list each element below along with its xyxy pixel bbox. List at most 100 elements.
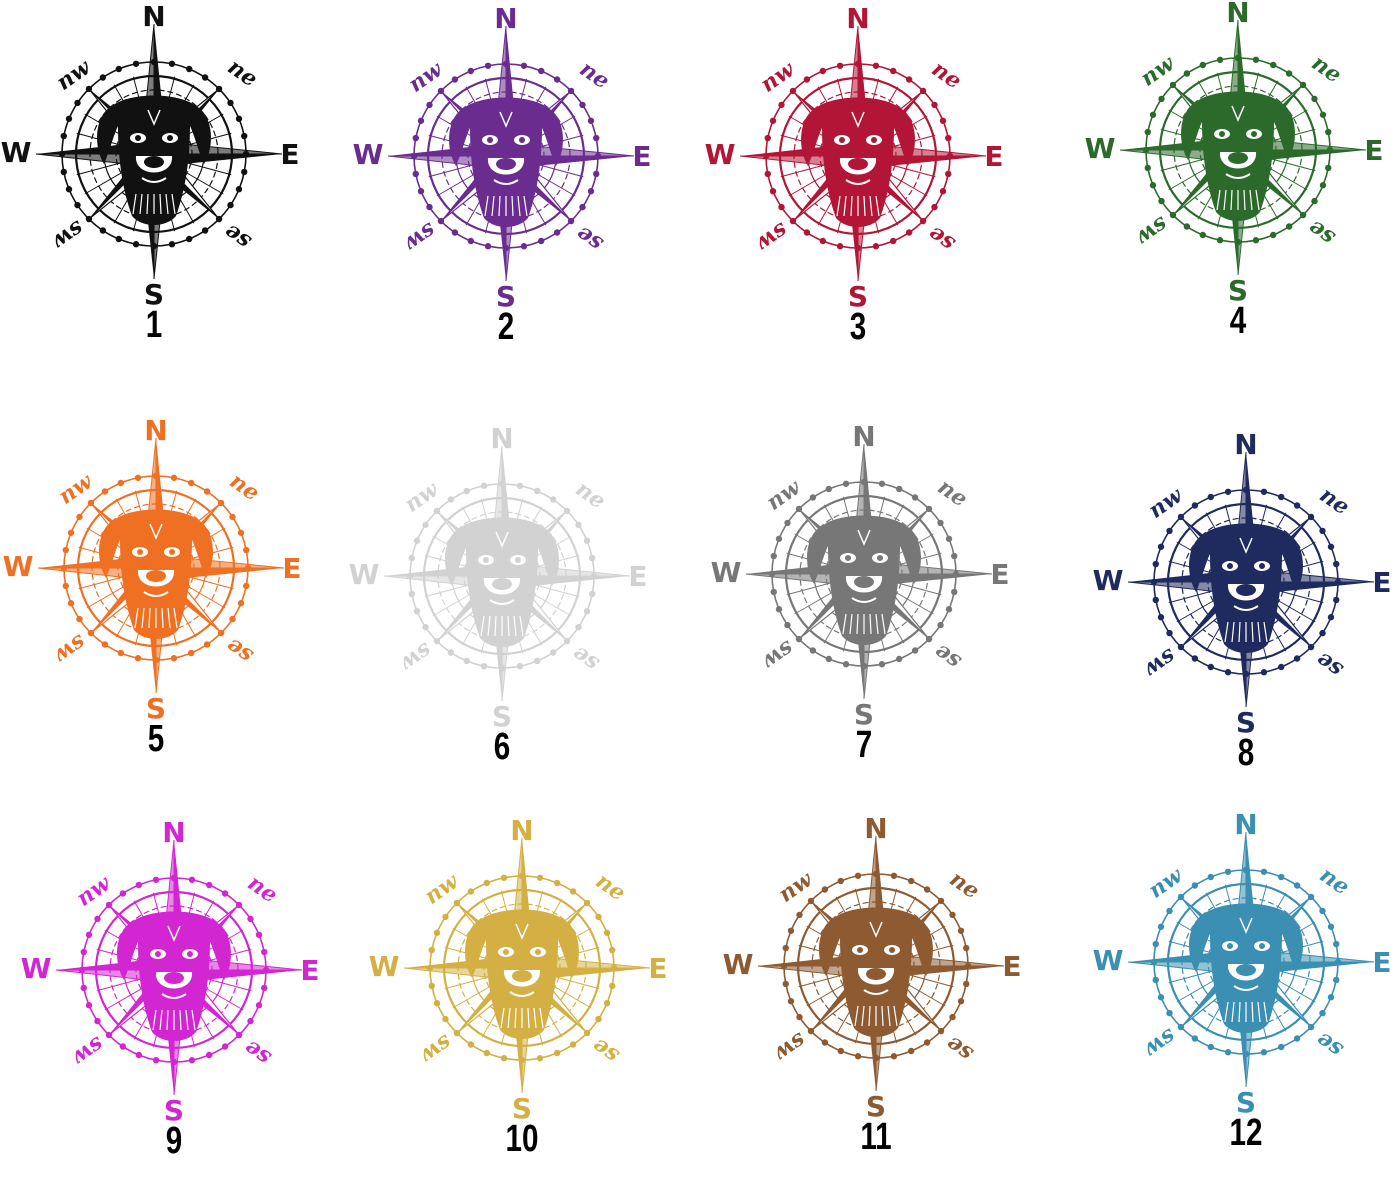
label-south: S (1228, 274, 1248, 307)
label-southwest: sw (1131, 211, 1173, 251)
variant-number: 5 (147, 718, 165, 760)
label-west: W (711, 556, 742, 589)
label-east: E (648, 952, 667, 985)
label-north: N (1234, 808, 1257, 841)
label-north: N (144, 414, 167, 447)
dog-head-illustration (97, 95, 211, 225)
label-north: N (510, 814, 533, 847)
label-southeast: se (941, 1031, 978, 1068)
label-southwest: sw (757, 635, 799, 675)
label-south: S (854, 698, 874, 731)
label-east: E (632, 140, 651, 173)
label-southwest: sw (49, 629, 91, 669)
label-west: W (1093, 944, 1124, 977)
label-northeast: ne (1307, 50, 1346, 89)
label-southwest: sw (399, 217, 441, 257)
label-west: W (705, 138, 736, 171)
label-south: S (1236, 1086, 1256, 1119)
label-southeast: se (219, 219, 256, 256)
label-northeast: ne (933, 474, 972, 513)
label-west: W (1093, 564, 1124, 597)
label-southwest: sw (415, 1029, 457, 1069)
label-south: S (146, 692, 166, 725)
dog-head-illustration (449, 97, 563, 227)
label-east: E (990, 558, 1009, 591)
label-west: W (21, 952, 52, 985)
label-southeast: se (923, 221, 960, 258)
label-southwest: sw (1139, 1023, 1181, 1063)
label-west: W (1085, 132, 1116, 165)
dog-head-illustration (1189, 523, 1303, 653)
label-east: E (1372, 946, 1391, 979)
label-southeast: se (239, 1035, 276, 1072)
label-east: E (628, 560, 647, 593)
variant-number: 11 (860, 1116, 892, 1158)
label-west: W (353, 138, 384, 171)
variant-number: 2 (497, 306, 515, 348)
label-northeast: ne (225, 468, 264, 507)
label-south: S (848, 280, 868, 313)
label-southwest: sw (395, 637, 437, 677)
variant-number: 8 (1237, 732, 1255, 774)
label-east: E (984, 140, 1003, 173)
label-east: E (300, 954, 319, 987)
label-northeast: ne (927, 56, 966, 95)
label-north: N (162, 816, 185, 849)
label-east: E (1372, 566, 1391, 599)
label-south: S (1236, 706, 1256, 739)
dog-head-illustration (465, 909, 579, 1039)
label-west: W (723, 948, 754, 981)
label-southwest: sw (769, 1027, 811, 1067)
label-northeast: ne (575, 56, 614, 95)
label-east: E (282, 552, 301, 585)
label-southeast: se (1311, 1027, 1348, 1064)
label-southwest: sw (1139, 643, 1181, 683)
label-north: N (142, 0, 165, 33)
variant-number: 7 (855, 724, 873, 766)
variant-number: 10 (505, 1118, 539, 1160)
variant-number: 4 (1229, 300, 1247, 342)
dog-head-illustration (1189, 903, 1303, 1033)
label-southwest: sw (751, 217, 793, 257)
variant-number: 1 (145, 304, 163, 346)
label-southeast: se (221, 633, 258, 670)
dog-head-illustration (1181, 91, 1295, 221)
dog-head-illustration (99, 509, 213, 639)
label-southeast: se (571, 221, 608, 258)
label-northeast: ne (571, 476, 610, 515)
variant-number: 6 (493, 726, 511, 768)
label-north: N (852, 420, 875, 453)
label-east: E (280, 138, 299, 171)
label-southwest: sw (47, 215, 89, 255)
label-southeast: se (1303, 215, 1340, 252)
label-east: E (1364, 134, 1383, 167)
label-west: W (1, 136, 32, 169)
label-south: S (164, 1094, 184, 1127)
variant-number: 3 (849, 306, 867, 348)
label-southeast: se (1311, 647, 1348, 684)
label-west: W (369, 950, 400, 983)
label-north: N (490, 422, 513, 455)
label-southwest: sw (67, 1031, 109, 1071)
label-southeast: se (929, 639, 966, 676)
label-south: S (866, 1090, 886, 1123)
dog-head-illustration (117, 911, 231, 1041)
label-northeast: ne (945, 866, 984, 905)
